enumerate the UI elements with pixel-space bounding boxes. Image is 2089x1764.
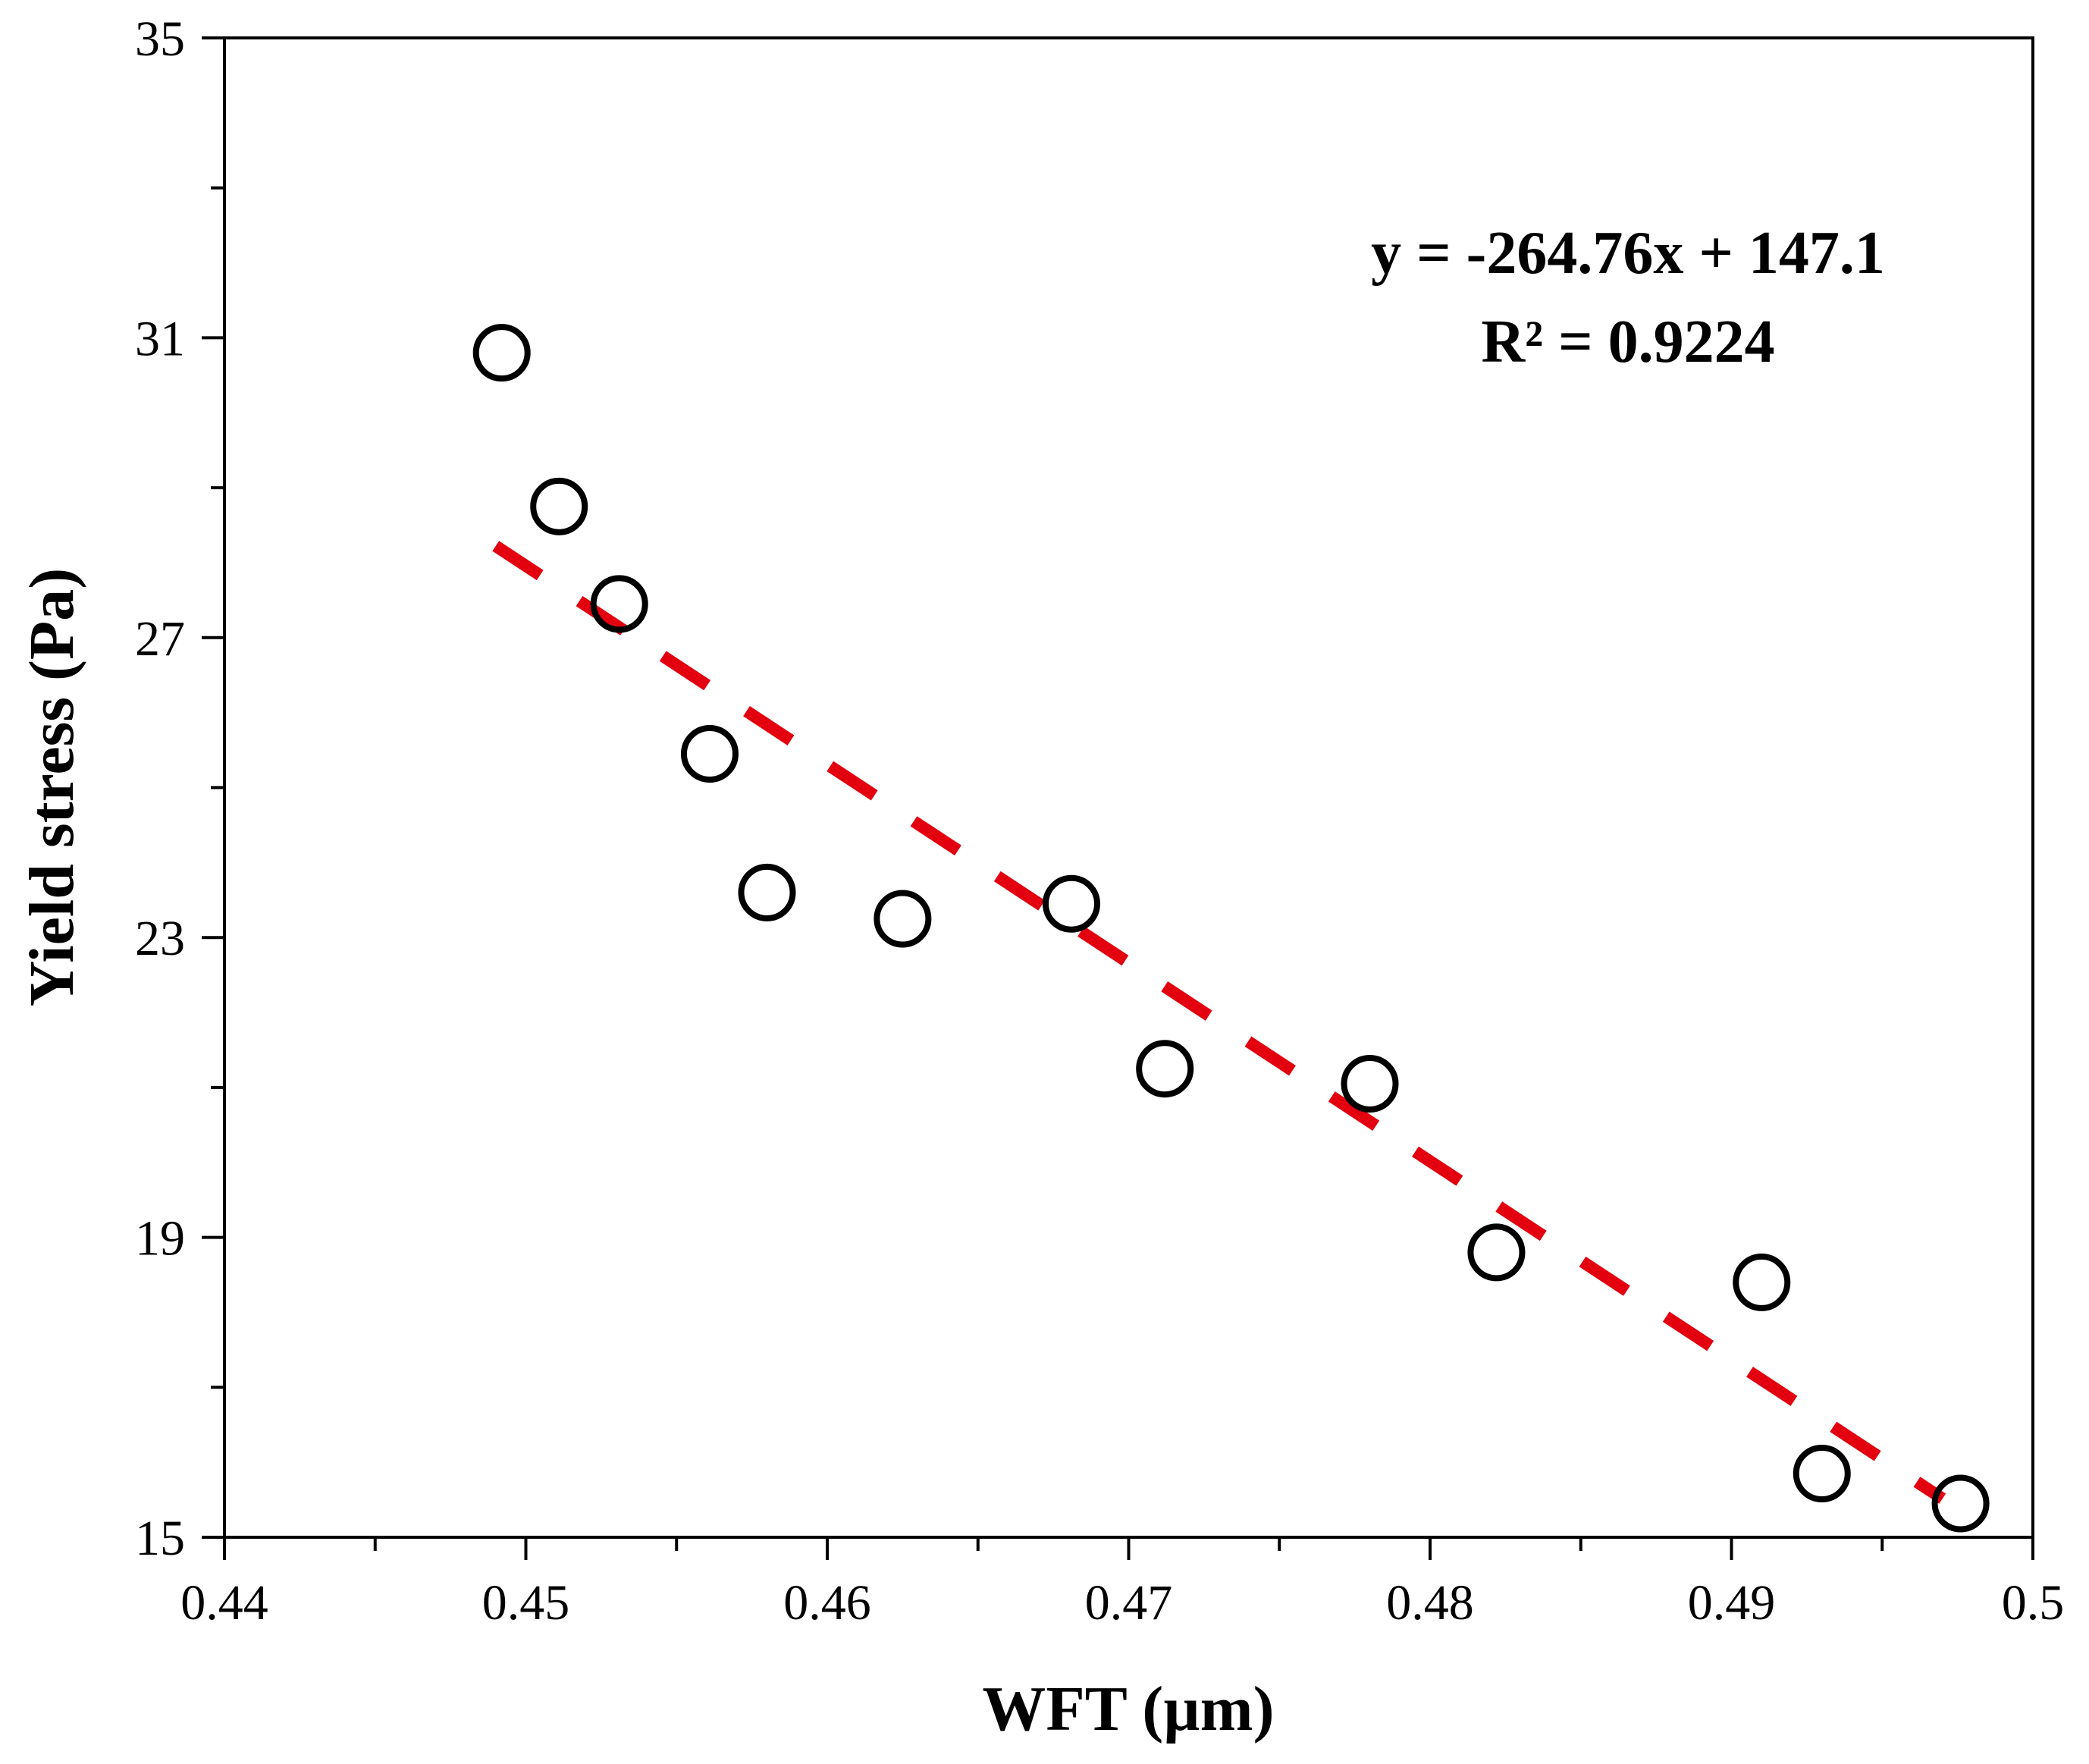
data-point <box>590 575 648 633</box>
y-tick-label: 27 <box>135 611 185 667</box>
x-tick-label: 0.47 <box>1085 1575 1173 1631</box>
y-tick-label: 35 <box>135 11 185 67</box>
data-point <box>874 890 932 948</box>
trendline <box>492 541 1946 1504</box>
regression-equation: y = -264.76x + 147.1 <box>1371 220 1885 287</box>
y-tick-label: 23 <box>135 911 185 966</box>
data-point <box>1467 1223 1526 1282</box>
data-point <box>530 477 588 535</box>
y-tick-label: 15 <box>135 1511 185 1566</box>
data-point <box>1136 1040 1194 1098</box>
x-tick-label: 0.46 <box>783 1575 871 1631</box>
data-point <box>1793 1444 1851 1502</box>
y-axis-ticks <box>202 36 224 1539</box>
x-tick-label: 0.5 <box>2002 1575 2065 1631</box>
x-tick-label: 0.48 <box>1386 1575 1474 1631</box>
data-point <box>1341 1054 1399 1113</box>
data-points <box>472 324 1990 1533</box>
y-axis-tick-labels: 15 19 23 27 31 35 <box>135 11 185 1566</box>
y-tick-label: 19 <box>135 1211 185 1267</box>
x-axis-tick-labels: 0.44 0.45 0.46 0.47 0.48 0.49 0.5 <box>180 1575 2064 1631</box>
x-tick-label: 0.44 <box>180 1575 268 1631</box>
data-point <box>1931 1474 1990 1533</box>
data-point <box>680 725 739 783</box>
x-axis-ticks <box>223 1537 2034 1560</box>
trendline-layer <box>492 541 1946 1504</box>
y-tick-label: 31 <box>135 311 185 366</box>
x-axis-title: WFT (µm) <box>982 1674 1274 1744</box>
r-squared-label: R² = 0.9224 <box>1481 309 1774 375</box>
data-point <box>738 863 796 921</box>
x-tick-label: 0.49 <box>1688 1575 1776 1631</box>
y-axis-title: Yield stress (Pa) <box>17 568 87 1007</box>
data-point <box>1733 1253 1791 1311</box>
data-point <box>1042 874 1100 933</box>
data-point <box>472 324 531 382</box>
x-tick-label: 0.45 <box>482 1575 570 1631</box>
